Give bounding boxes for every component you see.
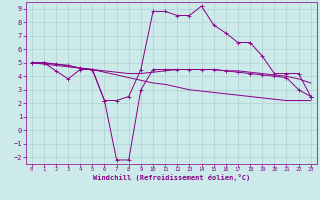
X-axis label: Windchill (Refroidissement éolien,°C): Windchill (Refroidissement éolien,°C)	[92, 174, 250, 181]
